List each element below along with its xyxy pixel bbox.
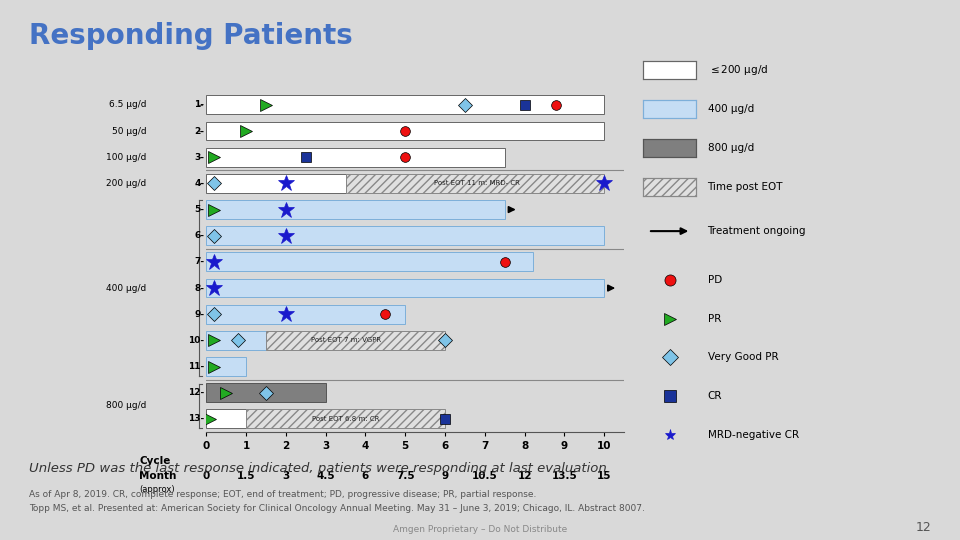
- Bar: [206, 253, 533, 271]
- Text: Cycle: Cycle: [139, 456, 171, 467]
- Text: PD: PD: [708, 275, 722, 285]
- Text: 9: 9: [442, 471, 448, 481]
- Text: Month: Month: [139, 471, 177, 481]
- Text: Post EOT 11 m: MRD- CR: Post EOT 11 m: MRD- CR: [434, 180, 519, 186]
- Text: Amgen Proprietary – Do Not Distribute: Amgen Proprietary – Do Not Distribute: [393, 524, 567, 534]
- Text: 12: 12: [517, 471, 532, 481]
- Bar: [246, 409, 445, 428]
- Text: 13-: 13-: [188, 414, 204, 423]
- Text: 9-: 9-: [194, 310, 204, 319]
- Bar: [346, 174, 604, 193]
- Text: 0: 0: [203, 471, 210, 481]
- Text: Responding Patients: Responding Patients: [29, 22, 352, 50]
- Text: 400 μg/d: 400 μg/d: [708, 104, 754, 114]
- Text: 800 μg/d: 800 μg/d: [107, 401, 147, 410]
- Bar: [206, 122, 604, 140]
- Text: $\leq$200 μg/d: $\leq$200 μg/d: [708, 63, 768, 77]
- Text: 50 μg/d: 50 μg/d: [112, 126, 147, 136]
- Text: 10.5: 10.5: [472, 471, 497, 481]
- Text: 7-: 7-: [194, 258, 204, 266]
- Bar: [206, 96, 604, 114]
- Text: Post EOT 6.8 m: CR: Post EOT 6.8 m: CR: [312, 416, 379, 422]
- Text: 800 μg/d: 800 μg/d: [708, 143, 754, 153]
- Bar: [266, 331, 445, 350]
- Text: 13.5: 13.5: [551, 471, 577, 481]
- Bar: [206, 226, 604, 245]
- Text: 12: 12: [916, 521, 931, 534]
- Text: CR: CR: [708, 392, 722, 401]
- Text: 1.5: 1.5: [237, 471, 255, 481]
- Text: 5-: 5-: [195, 205, 204, 214]
- Text: 2-: 2-: [195, 126, 204, 136]
- Text: 3: 3: [282, 471, 290, 481]
- Bar: [206, 383, 325, 402]
- Text: 4.5: 4.5: [317, 471, 335, 481]
- Text: 8-: 8-: [195, 284, 204, 293]
- Bar: [206, 200, 505, 219]
- Text: 3-: 3-: [195, 153, 204, 161]
- Text: 400 μg/d: 400 μg/d: [107, 284, 147, 293]
- Text: 6-: 6-: [195, 231, 204, 240]
- Text: 11-: 11-: [188, 362, 204, 371]
- Bar: [206, 148, 505, 167]
- Text: 10-: 10-: [188, 336, 204, 345]
- Text: PR: PR: [708, 314, 721, 323]
- Text: 200 μg/d: 200 μg/d: [107, 179, 147, 188]
- Text: 7.5: 7.5: [396, 471, 415, 481]
- Bar: [206, 279, 604, 298]
- Text: 15: 15: [597, 471, 612, 481]
- Bar: [206, 174, 346, 193]
- Bar: [206, 409, 246, 428]
- Text: 4-: 4-: [194, 179, 204, 188]
- Text: Topp MS, et al. Presented at: American Society for Clinical Oncology Annual Meet: Topp MS, et al. Presented at: American S…: [29, 504, 645, 513]
- Text: Post EOT 7 m: VGPR: Post EOT 7 m: VGPR: [310, 338, 381, 343]
- Text: As of Apr 8, 2019. CR, complete response; EOT, end of treatment; PD, progressive: As of Apr 8, 2019. CR, complete response…: [29, 490, 537, 499]
- Text: 100 μg/d: 100 μg/d: [107, 153, 147, 161]
- Text: 6.5 μg/d: 6.5 μg/d: [109, 100, 147, 110]
- Text: MRD-negative CR: MRD-negative CR: [708, 430, 799, 440]
- Text: 6: 6: [362, 471, 369, 481]
- Bar: [206, 331, 266, 350]
- Text: 12-: 12-: [188, 388, 204, 397]
- Text: Unless PD was the last response indicated, patients were responding at last eval: Unless PD was the last response indicate…: [29, 462, 611, 475]
- Bar: [206, 357, 246, 376]
- Bar: [206, 305, 405, 323]
- Text: (approx): (approx): [139, 485, 175, 495]
- Text: Time post EOT: Time post EOT: [708, 182, 783, 192]
- Text: 1-: 1-: [195, 100, 204, 110]
- Text: Very Good PR: Very Good PR: [708, 353, 779, 362]
- Text: Treatment ongoing: Treatment ongoing: [708, 226, 806, 236]
